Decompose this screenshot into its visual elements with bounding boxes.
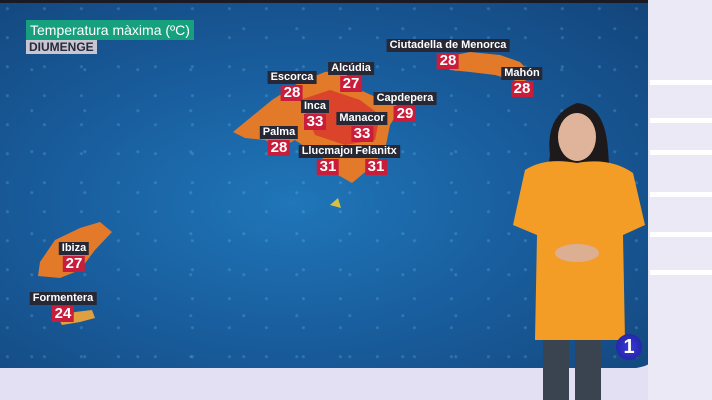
- city-name: Ciutadella de Menorca: [386, 39, 510, 52]
- city-temperature: 33: [303, 114, 326, 130]
- wall-stripe: [650, 232, 712, 237]
- city-temperature: 24: [52, 306, 74, 322]
- island-cabrera: [330, 198, 341, 208]
- city-marker: Felanitx 31: [352, 141, 400, 175]
- map-title: Temperatura màxima (ºC): [26, 20, 194, 40]
- city-name: Manacor: [336, 112, 388, 125]
- city-temperature: 28: [510, 81, 533, 97]
- city-temperature: 31: [364, 159, 387, 175]
- city-temperature: 28: [436, 53, 459, 69]
- wall-stripe: [650, 270, 712, 275]
- city-marker: Inca 33: [300, 96, 330, 130]
- city-marker: Escorca 28: [267, 67, 317, 101]
- city-name: Alcúdia: [328, 62, 374, 75]
- city-marker: Llucmajor 31: [298, 141, 358, 175]
- city-marker: Palma 28: [259, 122, 299, 156]
- city-marker: Mahón 28: [501, 63, 543, 97]
- city-name: Escorca: [267, 71, 317, 84]
- city-marker: Capdepera 29: [373, 88, 437, 122]
- city-temperature: 27: [62, 256, 85, 272]
- city-name: Mahón: [501, 67, 543, 80]
- city-name: Palma: [259, 126, 299, 139]
- day-label: DIUMENGE: [26, 40, 97, 54]
- city-name: Felanitx: [352, 145, 400, 158]
- studio-floor: [0, 368, 650, 400]
- city-marker: Ciutadella de Menorca 28: [386, 35, 510, 69]
- city-temperature: 28: [267, 140, 290, 156]
- city-temperature: 33: [351, 126, 373, 142]
- city-temperature: 29: [393, 106, 416, 122]
- city-name: Capdepera: [373, 92, 437, 105]
- channel-logo: 1: [616, 334, 642, 360]
- top-bar: [0, 0, 712, 3]
- city-temperature: 27: [339, 76, 362, 92]
- presenter: [513, 103, 645, 400]
- city-marker: Ibiza 27: [58, 238, 90, 272]
- city-name: Inca: [300, 100, 330, 113]
- wall-stripe: [650, 150, 712, 155]
- city-temperature: 31: [316, 159, 339, 175]
- studio-wall: [648, 0, 712, 400]
- wall-stripe: [650, 118, 712, 123]
- city-marker: Formentera 24: [29, 288, 97, 322]
- wall-stripe: [650, 192, 712, 197]
- city-name: Ibiza: [58, 242, 90, 255]
- wall-stripe: [650, 80, 712, 85]
- city-marker: Manacor 33: [336, 108, 388, 142]
- city-name: Llucmajor: [298, 145, 358, 158]
- city-temperature: 28: [281, 85, 303, 101]
- city-marker: Alcúdia 27: [328, 58, 374, 92]
- city-name: Formentera: [29, 292, 97, 305]
